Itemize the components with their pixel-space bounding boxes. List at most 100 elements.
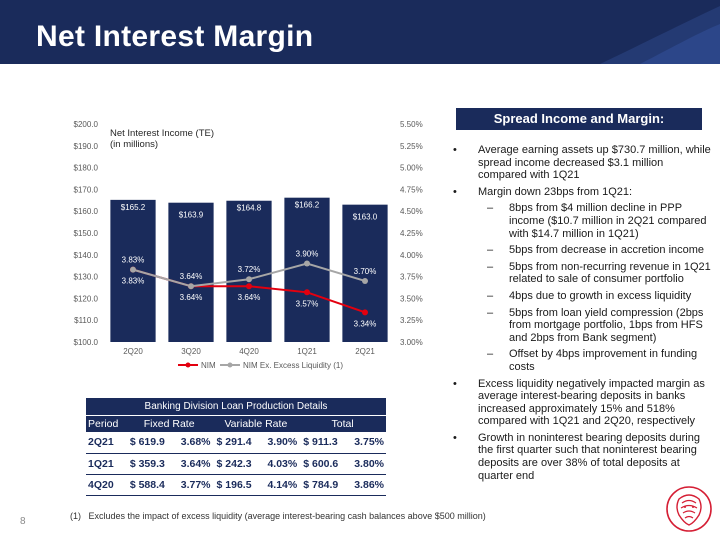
variable-amount-cell: $ 242.3 — [212, 453, 261, 475]
total-rate-cell: 3.86% — [346, 474, 386, 496]
y-right-tick-label: 3.25% — [400, 316, 423, 325]
nim-label: 3.83% — [122, 277, 145, 286]
panel-title: Spread Income and Margin: — [456, 108, 702, 130]
fixed-rate-cell: 3.77% — [173, 474, 213, 496]
fixed-amount-cell: $ 359.3 — [125, 453, 174, 475]
nim-point — [362, 309, 368, 316]
total-amount-cell: $ 784.9 — [299, 474, 347, 496]
nim-ex-liquidity-label: 3.72% — [238, 265, 261, 274]
bullet-item: • Growth in noninterest bearing deposits … — [450, 432, 712, 482]
page-number: 8 — [20, 516, 26, 527]
y-right-tick-label: 3.50% — [400, 294, 423, 303]
spread-income-panel: Spread Income and Margin: • Average earni… — [450, 108, 712, 486]
nim-ex-liquidity-point — [188, 283, 194, 290]
x-tick-label: 4Q20 — [239, 347, 259, 356]
y-left-tick-label: $120.0 — [74, 294, 99, 303]
total-rate-cell: 3.80% — [346, 453, 386, 475]
y-right-tick-label: 5.25% — [400, 142, 423, 151]
period-cell: 4Q20 — [86, 474, 126, 496]
y-left-tick-label: $200.0 — [74, 120, 99, 129]
y-right-tick-label: 4.75% — [400, 185, 423, 194]
lion-head-logo-icon — [666, 486, 712, 532]
nim-ex-liquidity-label: 3.90% — [296, 250, 319, 259]
nim-label: 3.57% — [296, 299, 319, 308]
bullet-text: Margin down 23bps from 1Q21: — [478, 185, 633, 198]
nim-ex-liquidity-point — [130, 266, 136, 273]
sub-bullet-item: – 5bps from non-recurring revenue in 1Q21… — [450, 261, 712, 286]
legend-nim-marker — [185, 362, 191, 368]
page-title: Net Interest Margin — [36, 20, 314, 53]
bar-value-label: $164.8 — [237, 204, 262, 213]
variable-rate-cell: 3.90% — [260, 432, 300, 454]
title-banner: Net Interest Margin — [0, 0, 720, 64]
y-right-tick-label: 4.50% — [400, 207, 423, 216]
bar-value-label: $163.9 — [179, 211, 204, 220]
variable-amount-cell: $ 291.4 — [212, 432, 261, 454]
sub-bullet-item: – 5bps from loan yield compression (2bps … — [450, 307, 712, 345]
bullet-marker: • — [453, 144, 457, 156]
variable-rate-cell: 4.14% — [260, 474, 300, 496]
legend-nim-ex-marker — [227, 362, 233, 368]
bullet-item: • Excess liquidity negatively impacted ma… — [450, 378, 712, 428]
bar — [168, 202, 214, 342]
total-rate-cell: 3.75% — [346, 432, 386, 454]
nim-ex-liquidity-point — [246, 276, 252, 283]
nim-label: 3.64% — [238, 293, 261, 302]
y-right-tick-label: 3.75% — [400, 273, 423, 282]
y-left-tick-label: $100.0 — [74, 338, 99, 347]
column-header-variable-rate: Variable Rate — [212, 414, 300, 432]
y-right-tick-label: 5.50% — [400, 120, 423, 129]
legend-nim-ex-label: NIM Ex. Excess Liquidity (1) — [243, 361, 343, 370]
bullet-item: • Average earning assets up $730.7 millio… — [450, 144, 712, 182]
column-header-period: Period — [86, 414, 126, 432]
table-header-row: Period Fixed Rate Variable Rate Total — [86, 414, 386, 432]
fixed-amount-cell: $ 619.9 — [125, 432, 174, 454]
nim-ex-liquidity-point — [304, 260, 310, 267]
variable-rate-cell: 4.03% — [260, 453, 300, 475]
net-interest-income-chart: $100.0 $110.0 $120.0 $130.0 $140.0 $150.0 $160… — [74, 120, 423, 370]
bullet-list: • Average earning assets up $730.7 millio… — [450, 144, 712, 482]
nim-ex-liquidity-label: 3.83% — [122, 256, 145, 265]
nim-label: 3.34% — [354, 319, 377, 328]
fixed-amount-cell: $ 588.4 — [125, 474, 174, 496]
fixed-rate-cell: 3.64% — [173, 453, 213, 475]
banner-swoosh-decoration — [600, 6, 720, 64]
y-left-tick-label: $110.0 — [74, 316, 98, 325]
total-amount-cell: $ 911.3 — [299, 432, 347, 454]
chart-title-line: (in millions) — [110, 139, 158, 150]
bullet-item: • Margin down 23bps from 1Q21: — [450, 186, 712, 199]
sub-bullet-text: Offset by 4bps improvement in funding co… — [509, 348, 698, 373]
column-header-fixed-rate: Fixed Rate — [125, 414, 213, 432]
sub-bullet-marker: – — [487, 306, 494, 319]
footnote: (1) Excludes the impact of excess liquid… — [70, 511, 486, 521]
total-amount-cell: $ 600.6 — [299, 453, 347, 475]
nim-ex-liquidity-label: 3.64% — [180, 272, 203, 281]
variable-amount-cell: $ 196.5 — [212, 474, 261, 496]
y-left-tick-label: $170.0 — [74, 185, 99, 194]
sub-bullet-marker: – — [487, 202, 494, 215]
sub-bullet-marker: – — [487, 289, 494, 302]
y-left-tick-label: $180.0 — [74, 164, 99, 173]
sub-bullet-text: 4bps due to growth in excess liquidity — [509, 289, 692, 302]
y-right-tick-label: 3.00% — [400, 338, 423, 347]
sub-bullet-text: 5bps from non-recurring revenue in 1Q21 … — [509, 260, 711, 286]
column-header-total: Total — [299, 414, 386, 432]
sub-bullet-item: – 4bps due to growth in excess liquidity — [450, 290, 712, 303]
x-tick-label: 3Q20 — [181, 347, 201, 356]
sub-bullet-text: 5bps from loan yield compression (2bps f… — [509, 306, 704, 344]
y-right-tick-label: 4.00% — [400, 251, 423, 260]
footnote-text: Excludes the impact of excess liquidity … — [88, 511, 486, 521]
bullet-marker: • — [453, 431, 457, 444]
chart-title-line: Net Interest Income (TE) — [110, 128, 214, 139]
y-left-tick-label: $130.0 — [74, 273, 99, 282]
period-cell: 1Q21 — [86, 453, 126, 475]
x-tick-label: 2Q20 — [123, 347, 143, 356]
table-row: 4Q20 $ 588.4 3.77% $ 196.5 4.14% $ 784.9… — [86, 474, 386, 496]
bar-value-label: $165.2 — [121, 203, 146, 212]
x-tick-label: 2Q21 — [355, 347, 375, 356]
sub-bullet-marker: – — [487, 260, 494, 273]
nim-ex-liquidity-point — [362, 277, 368, 284]
footnote-marker: (1) — [70, 511, 81, 521]
bar-value-label: $166.2 — [295, 201, 320, 210]
nim-point — [246, 283, 252, 290]
